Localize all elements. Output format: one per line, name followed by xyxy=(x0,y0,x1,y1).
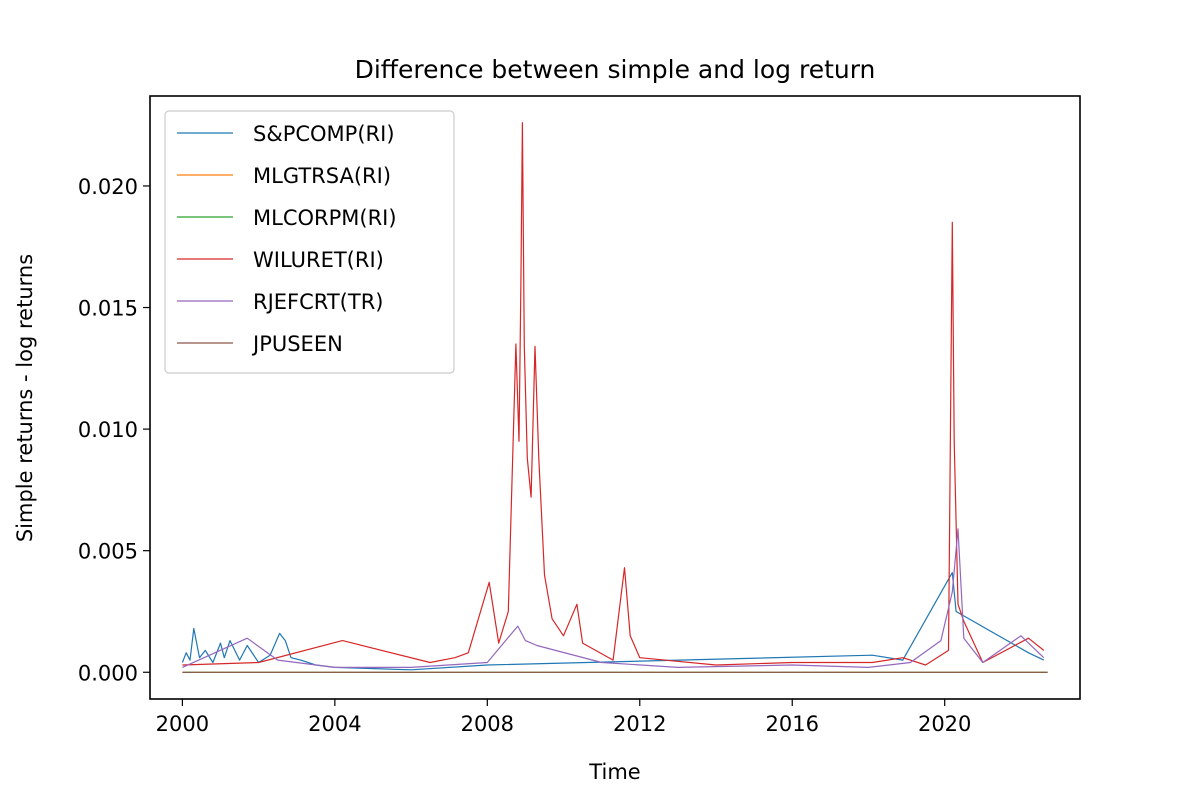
x-axis: 2000 2004 2008 2012 2016 2020 xyxy=(156,699,971,736)
legend-box xyxy=(164,110,455,374)
legend: S&PCOMP(RI) MLGTRSA(RI) MLCORPM(RI) WILURET… xyxy=(164,110,455,374)
x-tick-label: 2008 xyxy=(461,712,514,736)
y-axis: 0.000 0.005 0.010 0.015 0.020 xyxy=(78,175,150,685)
legend-label: JPUSEEN xyxy=(251,332,343,356)
x-tick-label: 2020 xyxy=(918,712,971,736)
chart-title: Difference between simple and log return xyxy=(355,55,876,84)
y-tick-label: 0.015 xyxy=(78,297,138,321)
legend-label: RJEFCRT(TR) xyxy=(253,290,384,314)
legend-label: MLGTRSA(RI) xyxy=(253,164,391,188)
series-line-3 xyxy=(182,122,1045,666)
y-tick-label: 0.020 xyxy=(78,175,138,199)
legend-label: WILURET(RI) xyxy=(253,248,384,272)
x-tick-label: 2012 xyxy=(613,712,666,736)
x-tick-label: 2000 xyxy=(156,712,209,736)
y-tick-label: 0.005 xyxy=(78,540,138,564)
y-tick-label: 0.010 xyxy=(78,418,138,442)
x-axis-label: Time xyxy=(588,760,640,784)
legend-label: S&PCOMP(RI) xyxy=(253,122,395,146)
y-tick-label: 0.000 xyxy=(78,661,138,685)
plot-frame xyxy=(149,95,1081,700)
x-tick-label: 2004 xyxy=(308,712,361,736)
plot-series xyxy=(181,122,1048,673)
y-axis-label: Simple returns - log returns xyxy=(13,254,37,542)
legend-label: MLCORPM(RI) xyxy=(253,206,397,230)
series-line-4 xyxy=(182,528,1045,668)
x-tick-label: 2016 xyxy=(766,712,819,736)
series-line-0 xyxy=(181,572,1045,671)
